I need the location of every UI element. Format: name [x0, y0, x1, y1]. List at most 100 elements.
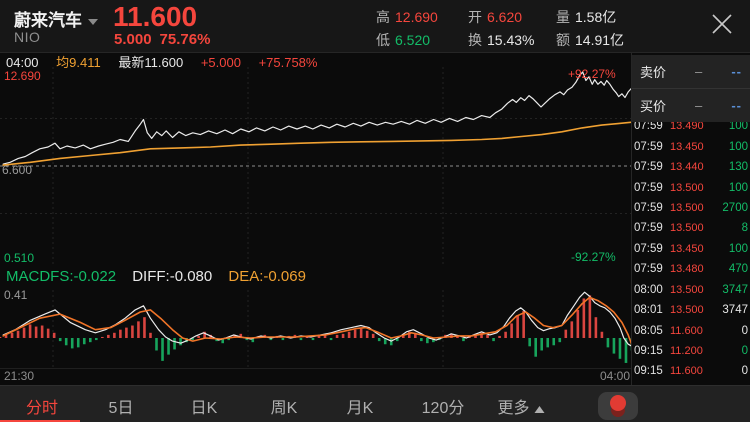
order-price-dash: –	[695, 97, 703, 113]
order-row[interactable]: 买价 – --	[632, 88, 750, 121]
stat-label: 换	[468, 32, 482, 48]
tab-label: 分时	[25, 400, 59, 417]
header: 蔚来汽车 NIO 11.600 5.000 75.76% 高 12.690 低 6.52…	[0, 0, 750, 53]
stock-name-selector[interactable]: 蔚来汽车	[14, 6, 98, 31]
right-axis-high-pct: +92.27%	[568, 67, 616, 81]
trade-price: 13.500	[670, 222, 704, 235]
trade-price: 13.490	[670, 120, 704, 133]
tab-120分[interactable]: 120分	[422, 394, 465, 418]
stat-label: 额	[556, 32, 570, 48]
trade-time: 07:59	[634, 181, 663, 194]
trade-row: 08:00 13.500 3747	[634, 280, 748, 300]
trade-price: 13.440	[670, 161, 704, 174]
stat-value: 6.620	[487, 9, 523, 25]
stat-value: 6.520	[395, 32, 431, 48]
trade-time: 07:59	[634, 222, 663, 235]
stat-value: 15.43%	[487, 32, 535, 48]
trade-time: 08:01	[634, 304, 663, 317]
macd-chart[interactable]	[0, 290, 632, 368]
stat-低: 低 6.520	[376, 30, 430, 50]
stat-label: 低	[376, 32, 390, 48]
trade-row: 07:59 13.480 470	[634, 259, 748, 279]
trade-time: 07:59	[634, 120, 663, 133]
trade-row: 07:59 13.450 100	[634, 239, 748, 259]
order-size-dash: --	[731, 97, 742, 113]
stat-label: 高	[376, 9, 390, 25]
trade-price: 13.500	[670, 201, 704, 214]
trade-volume: 100	[728, 120, 748, 133]
trade-price: 11.600	[670, 324, 703, 337]
stat-高: 高 12.690	[376, 7, 438, 27]
trade-price: 13.500	[670, 304, 704, 317]
close-icon[interactable]	[706, 8, 738, 40]
price-change-pct: 75.76%	[159, 31, 211, 48]
trade-volume: 3747	[722, 283, 748, 296]
diff-value: DIFF:-0.080	[132, 268, 213, 285]
trade-volume: 0	[741, 345, 748, 358]
price-change-row: 5.000 75.76%	[114, 31, 218, 48]
tab-周K[interactable]: 周K	[271, 394, 298, 418]
record-dot-icon	[610, 395, 626, 411]
trade-time: 08:05	[634, 324, 663, 337]
tab-label: 日K	[190, 400, 218, 417]
trade-volume: 0	[741, 324, 748, 337]
trade-row: 09:15 11.600 0	[634, 361, 748, 381]
voice-record-button[interactable]	[598, 392, 638, 420]
trade-row: 07:59 13.500 8	[634, 218, 748, 238]
trade-row: 07:59 13.450 100	[634, 136, 748, 156]
tab-更多[interactable]: 更多	[497, 394, 545, 418]
order-label: 买价	[640, 98, 667, 114]
time-axis-start: 21:30	[4, 369, 35, 383]
macd-value: MACDFS:-0.022	[6, 268, 117, 285]
order-label: 卖价	[640, 65, 667, 80]
stat-换: 换 15.43%	[468, 30, 534, 50]
avg-price-label: 均9.411	[56, 55, 101, 70]
tab-日K[interactable]: 日K	[191, 394, 218, 418]
stat-value: 14.91亿	[575, 32, 625, 48]
tab-分时[interactable]: 分时	[26, 394, 58, 418]
y-axis-mid-label: 6.600	[2, 163, 33, 177]
trade-row: 08:05 11.600 0	[634, 320, 748, 340]
trade-volume: 130	[728, 161, 748, 174]
trade-volume: 100	[728, 181, 748, 194]
trade-time: 08:00	[634, 283, 663, 296]
trade-price: 13.450	[670, 140, 704, 153]
chart-info-bar: 04:00 均9.411 最新11.600 +5.000 +75.758%	[6, 52, 626, 70]
trade-row: 09:15 11.200 0	[634, 341, 748, 361]
tab-5日[interactable]: 5日	[109, 394, 134, 418]
trade-row: 07:59 13.500 2700	[634, 198, 748, 218]
order-row[interactable]: 卖价 – --	[632, 55, 750, 88]
trade-price: 13.450	[670, 242, 704, 255]
active-tab-underline	[0, 420, 80, 422]
stat-value: 1.58亿	[575, 9, 617, 25]
trade-price: 13.500	[670, 283, 704, 296]
panel-divider	[631, 53, 632, 385]
trade-volume: 100	[728, 140, 748, 153]
trade-volume: 8	[741, 222, 748, 235]
info-change: +5.000	[200, 55, 241, 70]
order-price-dash: –	[695, 64, 703, 79]
trade-time: 07:59	[634, 242, 663, 255]
trade-time: 07:59	[634, 140, 663, 153]
tab-月K[interactable]: 月K	[347, 394, 374, 418]
period-tab-bar: 分时 5日 日K 周K 月K 120分 更多	[0, 385, 750, 422]
stat-额: 额 14.91亿	[556, 30, 624, 50]
trade-price: 11.600	[670, 365, 703, 378]
trade-volume: 0	[741, 365, 748, 378]
trade-volume: 3747	[722, 304, 748, 317]
y-axis-low-label: 0.510	[4, 251, 35, 265]
trade-ticker-list[interactable]: 07:59 13.490 100 07:59 13.450 100 07:59 13.440 1…	[634, 116, 748, 385]
chart-frame-line	[0, 368, 632, 369]
info-change-pct: +75.758%	[258, 55, 318, 70]
stat-量: 量 1.58亿	[556, 7, 616, 27]
latest-price-label: 最新11.600	[118, 55, 184, 70]
intraday-price-chart[interactable]	[0, 67, 632, 266]
macd-indicator-labels[interactable]: MACDFS:-0.022 DIFF:-0.080 DEA:-0.069	[6, 268, 318, 285]
time-axis-end: 04:00	[600, 369, 631, 383]
trade-price: 13.480	[670, 263, 704, 276]
cursor-time: 04:00	[6, 55, 39, 70]
trade-time: 09:15	[634, 345, 663, 358]
trade-row: 07:59 13.490 100	[634, 116, 748, 136]
tab-label: 更多	[497, 400, 530, 417]
